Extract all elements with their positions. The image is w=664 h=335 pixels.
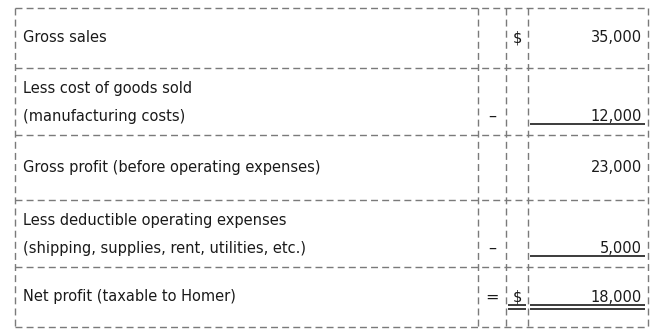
Text: 5,000: 5,000 <box>600 241 642 256</box>
Text: =: = <box>485 289 499 305</box>
Text: Less deductible operating expenses: Less deductible operating expenses <box>23 213 286 227</box>
Text: Gross profit (before operating expenses): Gross profit (before operating expenses) <box>23 160 321 175</box>
Text: Gross sales: Gross sales <box>23 30 107 46</box>
Text: (manufacturing costs): (manufacturing costs) <box>23 109 185 124</box>
Text: (shipping, supplies, rent, utilities, etc.): (shipping, supplies, rent, utilities, et… <box>23 241 306 256</box>
Text: –: – <box>488 241 496 256</box>
Text: $: $ <box>513 30 522 46</box>
Text: Net profit (taxable to Homer): Net profit (taxable to Homer) <box>23 289 236 305</box>
Text: Less cost of goods sold: Less cost of goods sold <box>23 81 192 95</box>
Text: –: – <box>488 109 496 124</box>
Text: $: $ <box>513 289 522 305</box>
Text: 18,000: 18,000 <box>591 289 642 305</box>
Text: 23,000: 23,000 <box>591 160 642 175</box>
Text: 12,000: 12,000 <box>590 109 642 124</box>
Text: 35,000: 35,000 <box>591 30 642 46</box>
